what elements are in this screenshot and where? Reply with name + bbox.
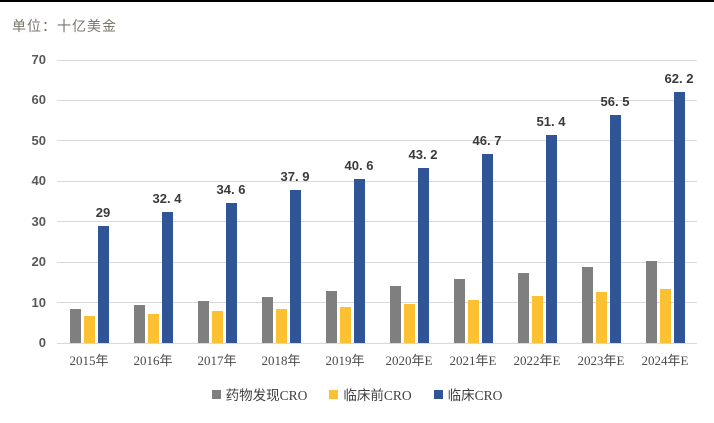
- y-tick-label: 0: [38, 335, 46, 350]
- bar-clinical: [289, 189, 301, 343]
- bar-drug_discovery: [517, 273, 529, 343]
- bar-value-label: 34. 6: [216, 182, 246, 198]
- bar-clinical: [481, 154, 493, 343]
- legend-swatch-drug_discovery: [211, 389, 221, 399]
- plot-area: 29 32. 4 34. 6 37. 9 40. 6 43. 2 46. 7 51. 4 56.…: [57, 59, 697, 344]
- y-tick-label: 10: [31, 294, 46, 310]
- bar-drug_discovery: [581, 267, 593, 343]
- legend-item: 药物发现CRO: [211, 384, 308, 404]
- bar-value-label: 51. 4: [536, 114, 566, 130]
- bar-clinical: [545, 135, 557, 343]
- bar-preclinical: [83, 315, 95, 343]
- bar-preclinical: [339, 306, 351, 343]
- bar-group: 46. 7: [441, 60, 505, 343]
- unit-label: 单位：十亿美金: [12, 20, 117, 35]
- bar-clinical: [609, 114, 621, 343]
- bar-value-label: 43. 2: [408, 147, 438, 163]
- legend-label: 临床CRO: [447, 388, 503, 403]
- bar-preclinical: [211, 311, 223, 343]
- bar-preclinical: [403, 303, 415, 343]
- y-tick-label: 20: [31, 254, 46, 270]
- gridline: [57, 342, 697, 344]
- x-axis-label: 2017年: [197, 353, 237, 368]
- legend-item: 临床CRO: [433, 384, 503, 404]
- gridline: [57, 221, 697, 223]
- bar-group: 51. 4: [505, 60, 569, 343]
- bar-preclinical: [275, 309, 287, 343]
- bar-clinical: [417, 168, 429, 343]
- bar-clinical: [161, 212, 173, 343]
- legend: 药物发现CRO 临床前CRO 临床CRO: [0, 384, 714, 404]
- bar-preclinical: [467, 299, 479, 343]
- y-tick-label: 60: [31, 92, 46, 108]
- legend-label: 临床前CRO: [343, 388, 412, 403]
- bar-value-label: 29: [95, 204, 111, 220]
- legend-swatch-preclinical: [329, 389, 339, 399]
- gridline: [57, 261, 697, 263]
- bar-drug_discovery: [261, 296, 273, 343]
- gridline: [57, 302, 697, 304]
- bar-group: 40. 6: [313, 60, 377, 343]
- y-tick-label: 50: [31, 132, 46, 148]
- bar-drug_discovery: [389, 286, 401, 343]
- bar-clinical: [353, 178, 365, 343]
- bar-preclinical: [659, 288, 671, 343]
- bar-value-label: 56. 5: [600, 93, 630, 109]
- x-axis: 2015年 2016年 2017年 2018年 2019年 2020年E 2021年E 202…: [57, 350, 697, 369]
- x-axis-label: 2023年E: [577, 353, 625, 368]
- legend-label: 药物发现CRO: [225, 388, 308, 403]
- bar-value-label: 40. 6: [344, 157, 374, 173]
- bar-value-label: 37. 9: [280, 168, 310, 184]
- bar-value-label: 32. 4: [152, 191, 182, 207]
- bar-drug_discovery: [325, 290, 337, 343]
- bar-clinical: [673, 91, 685, 343]
- top-border-rule: [0, 0, 714, 2]
- bar-group: 32. 4: [121, 60, 185, 343]
- legend-item: 临床前CRO: [329, 384, 412, 404]
- bar-clinical: [225, 203, 237, 343]
- x-axis-label: 2022年E: [513, 353, 561, 368]
- bar-drug_discovery: [197, 301, 209, 343]
- x-axis-label: 2024年E: [641, 353, 689, 368]
- bar-group: 37. 9: [249, 60, 313, 343]
- bar-value-label: 46. 7: [472, 133, 502, 149]
- bar-group: 43. 2: [377, 60, 441, 343]
- legend-swatch-clinical: [433, 389, 443, 399]
- gridline: [57, 59, 697, 61]
- bar-value-label: 62. 2: [664, 70, 694, 86]
- gridline: [57, 140, 697, 142]
- x-axis-label: 2016年: [133, 353, 173, 368]
- bar-clinical: [97, 225, 109, 343]
- bar-group: 29: [57, 60, 121, 343]
- x-axis-label: 2020年E: [385, 353, 433, 368]
- y-tick-label: 70: [31, 52, 46, 67]
- bar-group: 62. 2: [633, 60, 697, 343]
- bar-groups: 29 32. 4 34. 6 37. 9 40. 6 43. 2 46. 7 51. 4 56.…: [57, 60, 697, 343]
- x-axis-label: 2015年: [69, 353, 109, 368]
- x-axis-label: 2021年E: [449, 353, 497, 368]
- bar-preclinical: [147, 314, 159, 343]
- bar-preclinical: [595, 292, 607, 343]
- bar-drug_discovery: [69, 308, 81, 343]
- bar-drug_discovery: [133, 304, 145, 343]
- x-axis-label: 2019年: [325, 353, 365, 368]
- y-axis: 70 60 50 40 30 20 10 0: [14, 0, 46, 423]
- bar-drug_discovery: [453, 279, 465, 343]
- y-tick-label: 40: [31, 173, 46, 189]
- y-tick-label: 30: [31, 213, 46, 229]
- bar-drug_discovery: [645, 260, 657, 343]
- x-axis-label: 2018年: [261, 353, 301, 368]
- bar-preclinical: [531, 296, 543, 343]
- gridline: [57, 180, 697, 182]
- gridline: [57, 99, 697, 101]
- bar-group: 56. 5: [569, 60, 633, 343]
- bar-group: 34. 6: [185, 60, 249, 343]
